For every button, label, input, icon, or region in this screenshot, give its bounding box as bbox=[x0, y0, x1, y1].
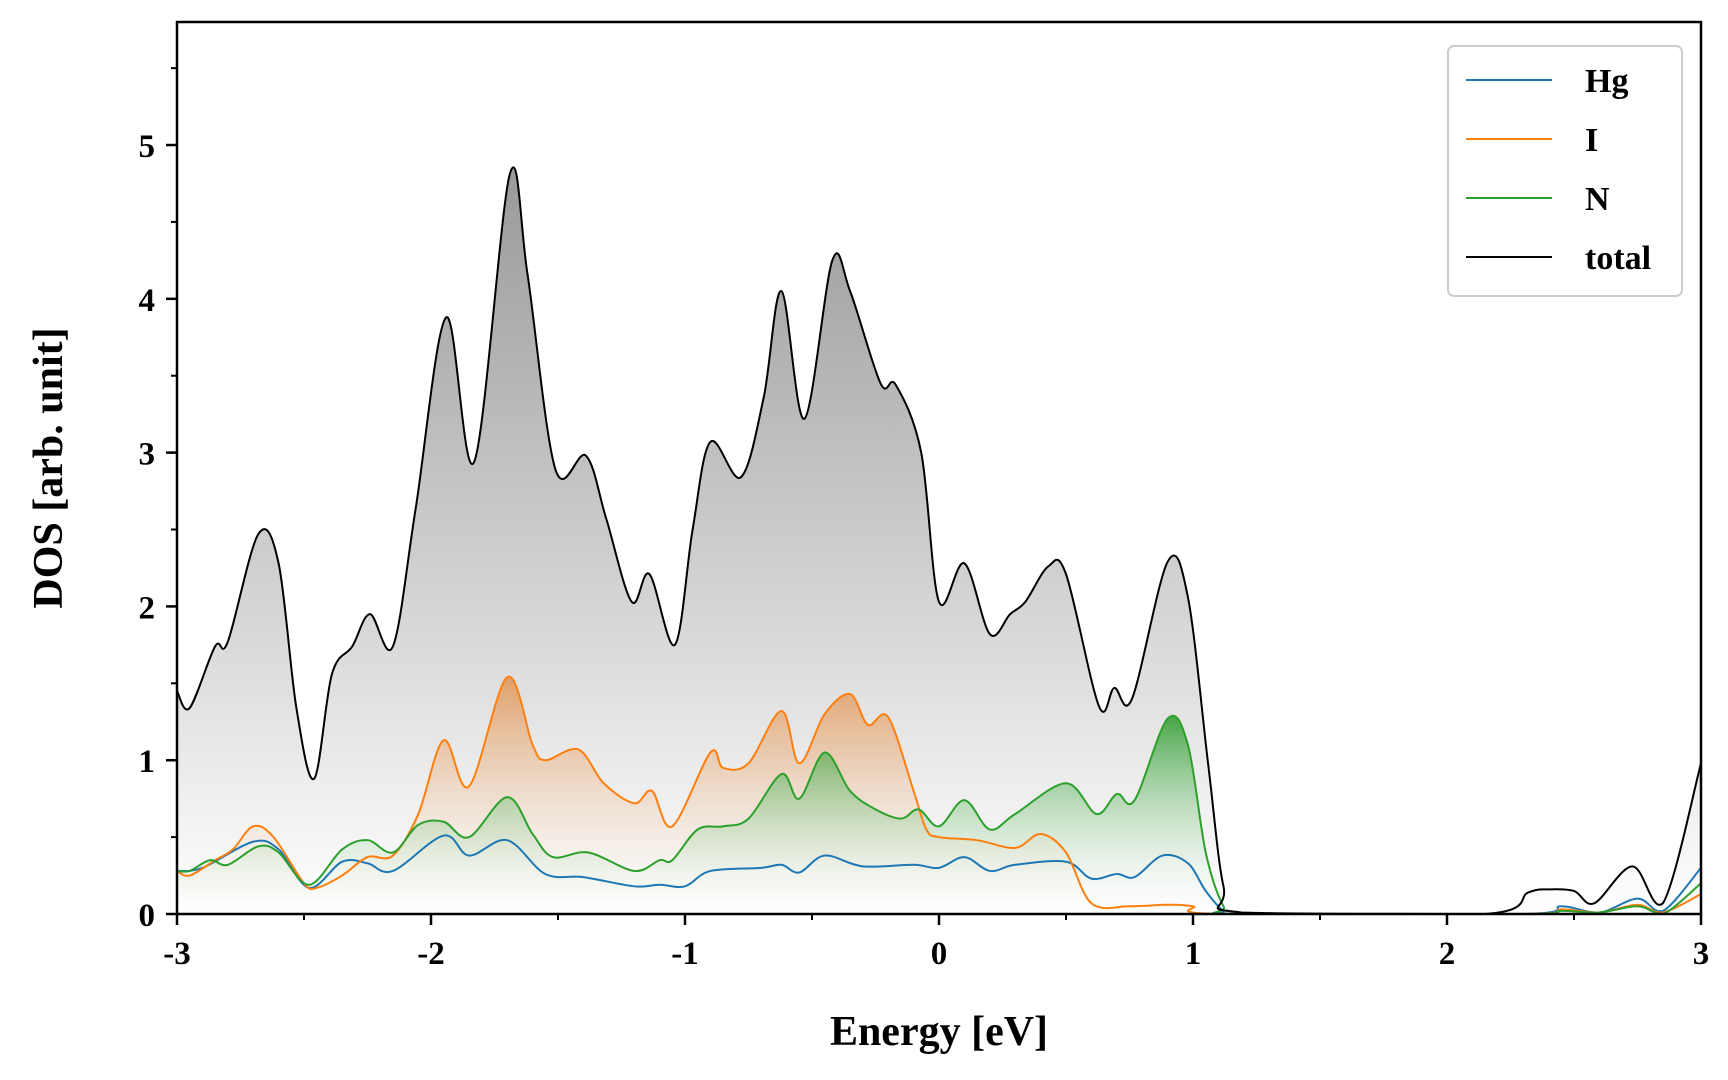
x-tick-label: 0 bbox=[931, 936, 948, 972]
legend-item-hg: Hg bbox=[1466, 63, 1628, 100]
legend-label: I bbox=[1585, 122, 1598, 159]
x-tick-label: 2 bbox=[1439, 936, 1456, 972]
x-tick-label: 3 bbox=[1693, 936, 1710, 972]
x-tick-label: -2 bbox=[417, 936, 445, 972]
legend-label: N bbox=[1585, 181, 1610, 218]
x-tick-label: 1 bbox=[1185, 936, 1202, 972]
legend-box bbox=[1447, 45, 1683, 297]
legend-item-i: I bbox=[1466, 122, 1598, 159]
fill-i bbox=[177, 676, 1701, 914]
series-line-n bbox=[177, 714, 1701, 914]
x-tick-label: -1 bbox=[671, 936, 699, 972]
series-line-total bbox=[177, 166, 1701, 914]
series-line-i bbox=[177, 675, 1701, 914]
y-tick-label: 5 bbox=[139, 129, 156, 165]
x-axis-label: Energy [eV] bbox=[830, 1009, 1048, 1055]
fill-total bbox=[177, 167, 1701, 914]
y-tick-label: 0 bbox=[139, 898, 156, 934]
y-tick-label: 2 bbox=[139, 590, 156, 626]
legend-label: total bbox=[1585, 240, 1651, 277]
fill-n bbox=[177, 715, 1701, 914]
series-line-hg bbox=[177, 834, 1701, 914]
y-tick-label: 3 bbox=[139, 437, 156, 473]
x-tick-label: -3 bbox=[163, 936, 191, 972]
legend-item-n: N bbox=[1466, 181, 1610, 218]
y-tick-label: 1 bbox=[139, 744, 156, 780]
y-axis-label: DOS [arb. unit] bbox=[26, 327, 72, 608]
legend-item-total: total bbox=[1466, 240, 1651, 277]
legend-label: Hg bbox=[1585, 63, 1628, 100]
y-tick-label: 4 bbox=[139, 283, 156, 319]
